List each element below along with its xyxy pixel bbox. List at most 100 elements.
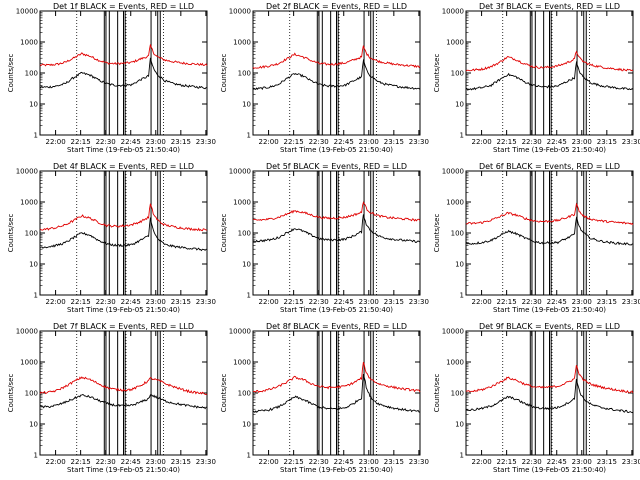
x-tick-label: 23:30 [409, 458, 429, 466]
x-tick-label: 22:45 [334, 458, 354, 466]
y-tick-label: 100 [238, 390, 251, 398]
chart-title: Det 3f BLACK = Events, RED = LLD [479, 2, 620, 11]
x-tick-label: 23:15 [384, 138, 404, 146]
x-tick-label: 22:45 [547, 458, 567, 466]
y-tick-label: 10 [242, 101, 251, 109]
x-tick-label: 22:00 [258, 458, 278, 466]
y-tick-label: 100 [451, 390, 464, 398]
chart-title: Det 4f BLACK = Events, RED = LLD [53, 162, 194, 171]
chart-panel-9: Det 9f BLACK = Events, RED = LLD 1 10 100 10… [433, 322, 640, 474]
x-tick-label: 22:00 [471, 458, 491, 466]
x-tick-label: 23:00 [359, 458, 379, 466]
x-tick-label: 23:30 [409, 298, 429, 306]
y-tick-label: 10 [455, 261, 464, 269]
series-line-events [252, 373, 421, 413]
y-tick-label: 1000 [20, 359, 38, 367]
x-tick-label: 23:30 [622, 298, 640, 306]
chart-title: Det 6f BLACK = Events, RED = LLD [479, 162, 620, 171]
series-line-events [465, 378, 634, 414]
x-tick-label: 22:30 [309, 138, 329, 146]
y-axis-label: Counts/sec [433, 54, 441, 93]
y-tick-label: 10000 [442, 328, 464, 336]
x-tick-label: 22:45 [547, 298, 567, 306]
series-line-events [39, 57, 208, 90]
series-line-events [39, 393, 207, 410]
series-line-events [465, 216, 634, 246]
x-tick-label: 22:45 [547, 138, 567, 146]
series-line-lld [39, 44, 208, 67]
chart-panel-8: Det 8f BLACK = Events, RED = LLD 1 10 100 10… [220, 322, 429, 474]
chart-title: Det 5f BLACK = Events, RED = LLD [266, 162, 407, 171]
y-tick-label: 10000 [229, 168, 251, 176]
y-tick-label: 10 [455, 101, 464, 109]
y-axis-label: Counts/sec [7, 54, 15, 93]
y-tick-label: 1 [247, 452, 251, 460]
x-tick-label: 22:45 [121, 138, 141, 146]
x-axis-label: Start Time (19-Feb-05 21:50:40) [493, 466, 606, 474]
y-tick-label: 1 [34, 132, 38, 140]
x-tick-label: 23:00 [572, 298, 592, 306]
y-tick-label: 10 [242, 261, 251, 269]
x-tick-label: 22:15 [284, 138, 304, 146]
y-axis-label: Counts/sec [220, 214, 228, 253]
x-axis-label: Start Time (19-Feb-05 21:50:40) [67, 306, 180, 314]
y-tick-label: 10000 [442, 8, 464, 16]
x-tick-label: 23:00 [359, 298, 379, 306]
series-line-lld [465, 50, 634, 72]
x-axis-label: Start Time (19-Feb-05 21:50:40) [493, 306, 606, 314]
x-tick-label: 22:15 [71, 138, 91, 146]
series-line-lld [253, 361, 421, 394]
x-tick-label: 22:30 [96, 458, 116, 466]
chart-title: Det 2f BLACK = Events, RED = LLD [266, 2, 407, 11]
x-tick-label: 22:45 [334, 298, 354, 306]
x-tick-label: 22:30 [96, 138, 116, 146]
x-tick-label: 23:15 [597, 298, 617, 306]
y-tick-label: 100 [238, 70, 251, 78]
chart-panel-1: Det 1f BLACK = Events, RED = LLD 1 10 100 10… [7, 2, 216, 154]
x-tick-label: 22:00 [45, 298, 65, 306]
x-tick-label: 23:30 [409, 138, 429, 146]
y-tick-label: 1000 [446, 39, 464, 47]
y-tick-label: 1000 [20, 39, 38, 47]
y-tick-label: 10 [29, 421, 38, 429]
series-line-events [252, 58, 421, 91]
chart-panel-4: Det 4f BLACK = Events, RED = LLD 1 10 100 10… [7, 162, 216, 314]
y-axis-label: Counts/sec [7, 214, 15, 253]
x-tick-label: 23:15 [171, 138, 191, 146]
x-tick-label: 22:15 [497, 298, 517, 306]
y-tick-label: 1000 [446, 359, 464, 367]
x-tick-label: 22:00 [45, 138, 65, 146]
x-tick-label: 22:30 [522, 458, 542, 466]
series-line-lld [465, 202, 634, 225]
x-tick-label: 22:15 [284, 458, 304, 466]
y-tick-label: 1000 [20, 199, 38, 207]
y-tick-label: 10000 [442, 168, 464, 176]
chart-title: Det 1f BLACK = Events, RED = LLD [53, 2, 194, 11]
y-tick-label: 1 [34, 452, 38, 460]
y-tick-label: 10 [29, 101, 38, 109]
x-tick-label: 22:30 [96, 298, 116, 306]
x-tick-label: 23:30 [196, 458, 216, 466]
chart-panel-7: Det 7f BLACK = Events, RED = LLD 1 10 100 10… [7, 322, 216, 474]
x-axis-label: Start Time (19-Feb-05 21:50:40) [67, 466, 180, 474]
x-tick-label: 22:15 [497, 138, 517, 146]
x-tick-label: 23:00 [146, 458, 166, 466]
y-tick-label: 100 [25, 70, 38, 78]
x-tick-label: 22:00 [258, 298, 278, 306]
series-line-events [465, 60, 634, 91]
y-tick-label: 10 [242, 421, 251, 429]
y-tick-label: 10000 [16, 8, 38, 16]
y-axis-label: Counts/sec [433, 374, 441, 413]
x-tick-label: 23:00 [359, 138, 379, 146]
x-tick-label: 22:45 [121, 298, 141, 306]
x-tick-label: 22:45 [334, 138, 354, 146]
y-tick-label: 10 [455, 421, 464, 429]
x-tick-label: 22:00 [258, 138, 278, 146]
y-axis-label: Counts/sec [220, 54, 228, 93]
y-tick-label: 10 [29, 261, 38, 269]
y-tick-label: 1000 [233, 39, 251, 47]
x-tick-label: 22:00 [471, 298, 491, 306]
y-axis-label: Counts/sec [220, 374, 228, 413]
y-tick-label: 100 [25, 230, 38, 238]
